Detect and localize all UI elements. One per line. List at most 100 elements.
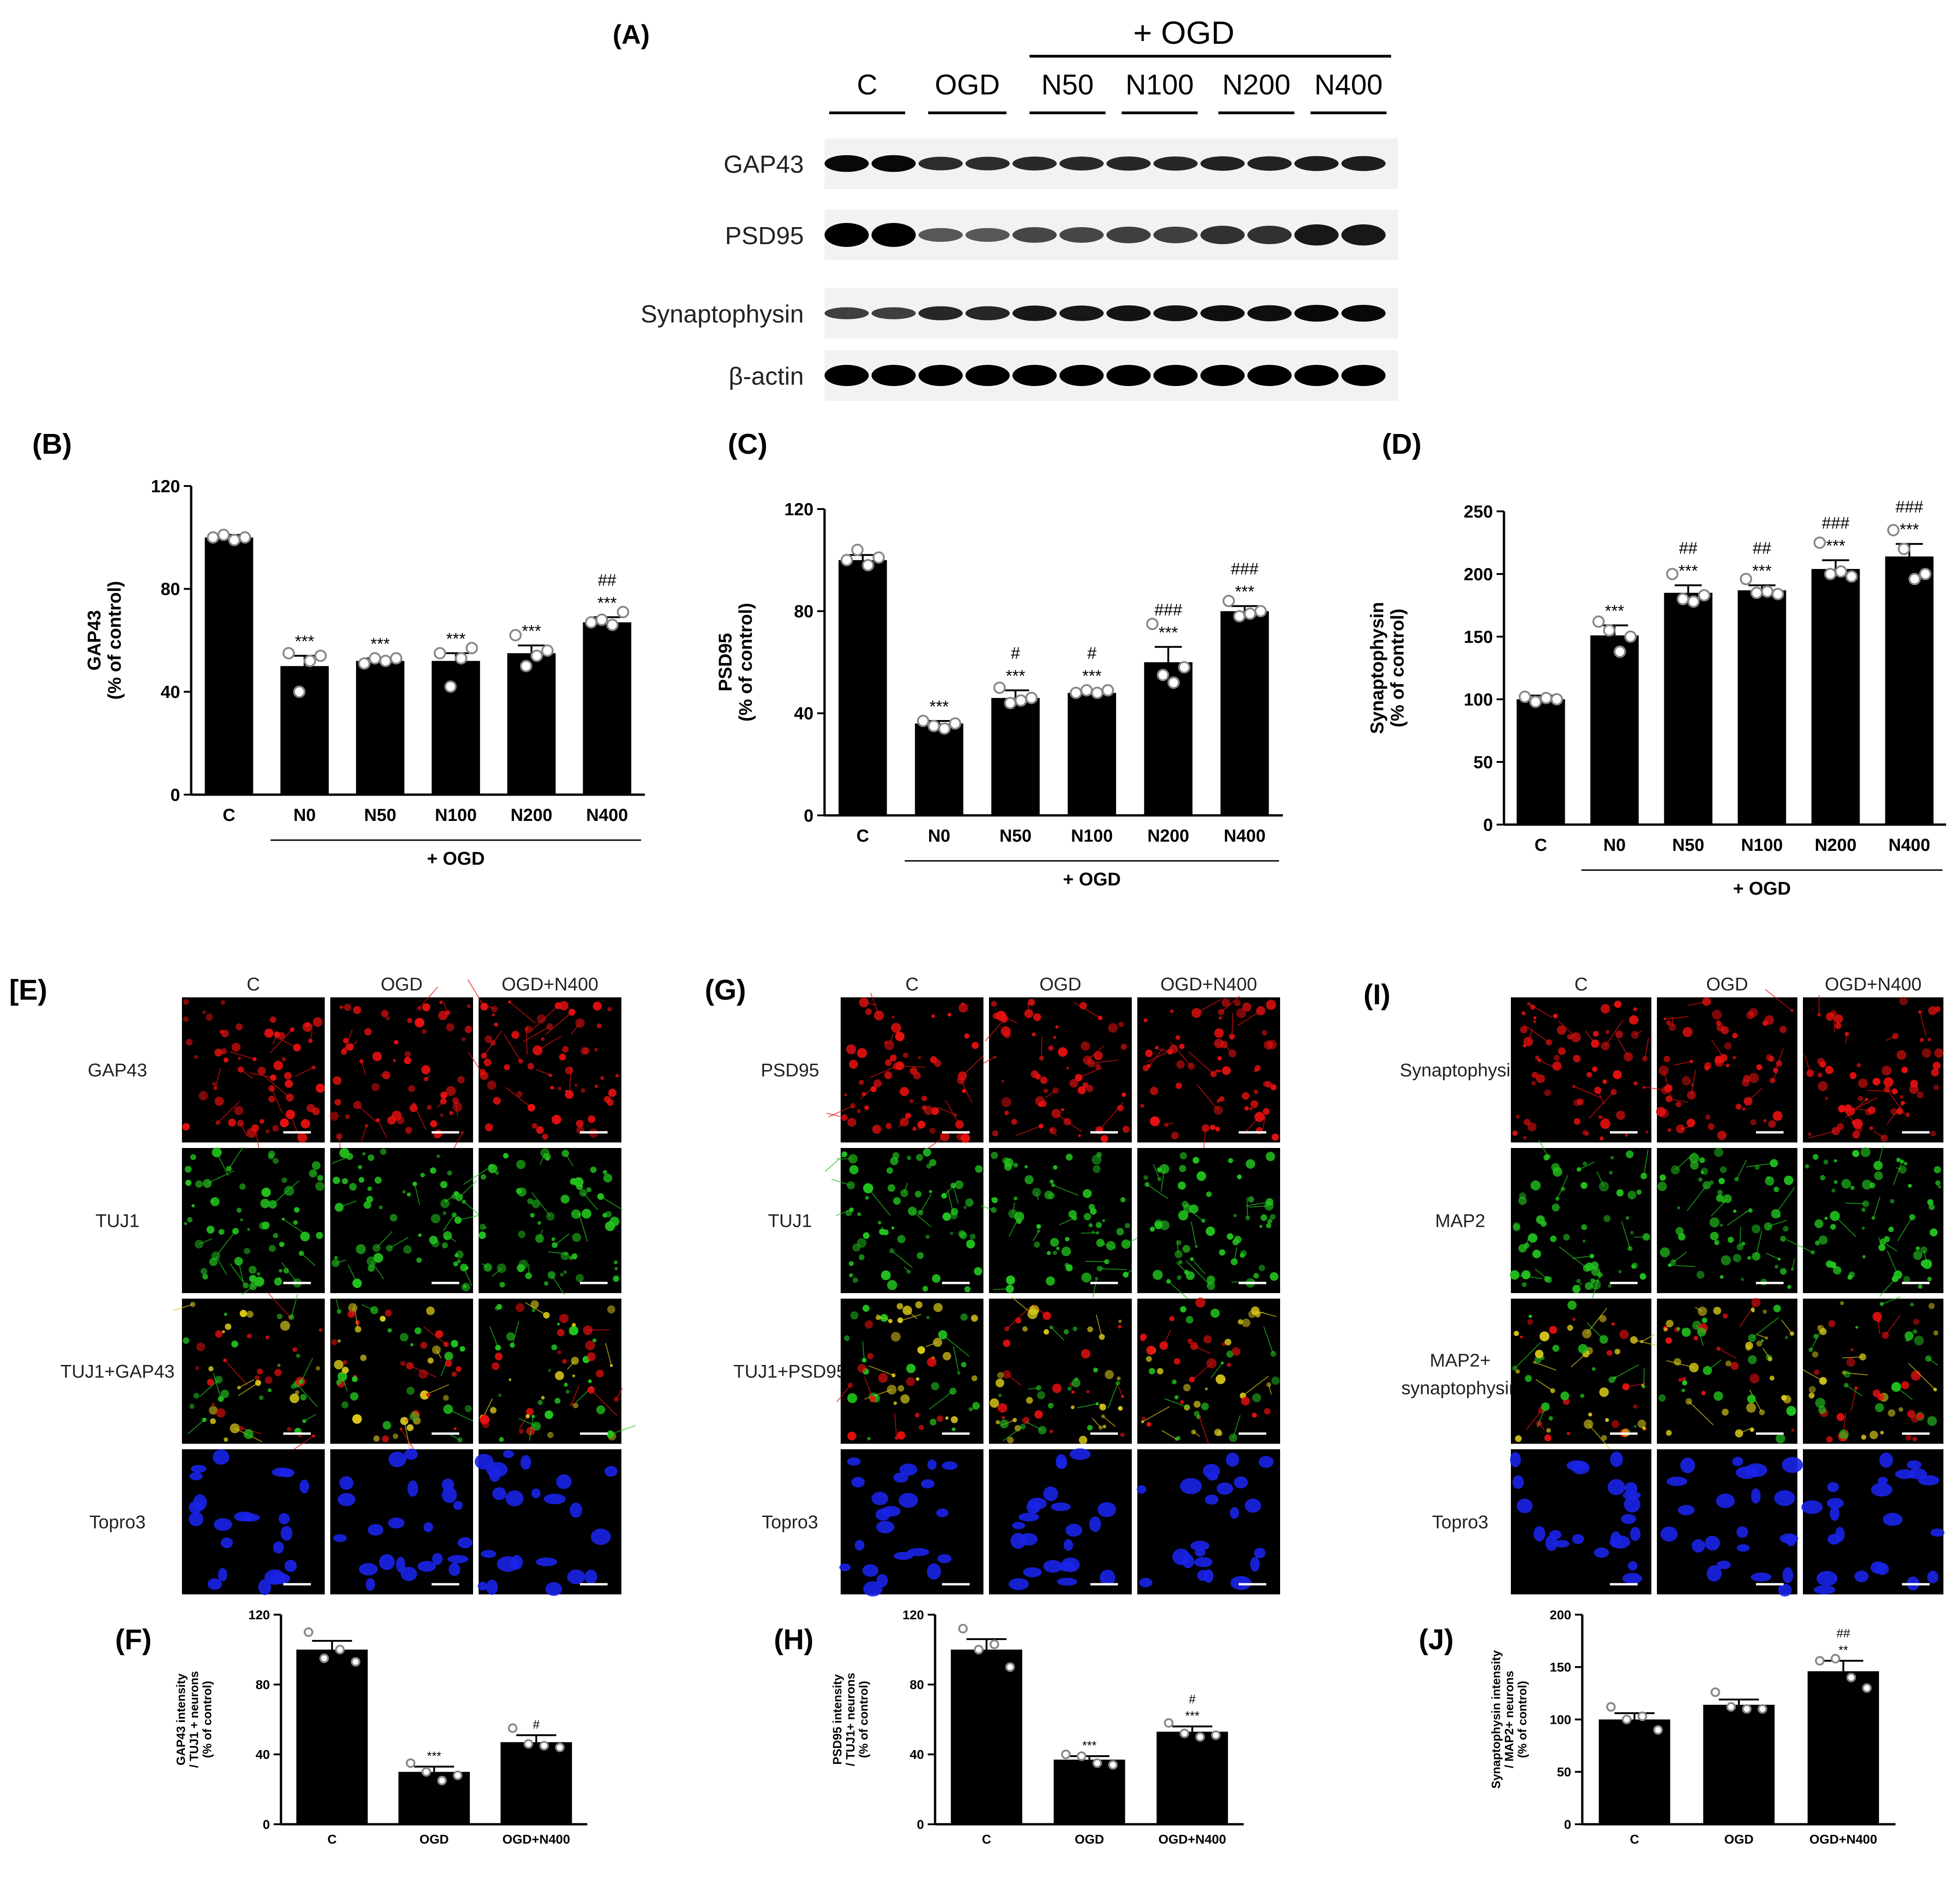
neurite-mark — [1772, 1070, 1779, 1081]
cell-mark — [312, 1161, 321, 1170]
cell-mark — [1927, 1277, 1932, 1282]
cell-mark — [1681, 1388, 1685, 1392]
neurite-mark — [825, 1154, 845, 1172]
significance-label: ## — [1753, 539, 1771, 557]
bar — [1156, 1732, 1228, 1824]
nucleus-mark — [1533, 1526, 1545, 1541]
data-point — [228, 533, 241, 546]
cell-mark — [451, 1371, 457, 1377]
cell-mark — [847, 1118, 856, 1127]
significance-label: *** — [446, 629, 466, 648]
cell-mark — [1217, 1056, 1222, 1061]
cell-mark — [1176, 1082, 1182, 1089]
cell-mark — [931, 1382, 939, 1390]
cell-mark — [525, 1025, 532, 1033]
cell-mark — [456, 1259, 461, 1264]
nucleus-mark — [1624, 1496, 1641, 1513]
cell-mark — [1533, 1020, 1536, 1023]
x-tick-label: C — [856, 826, 869, 846]
data-point — [508, 1723, 518, 1733]
cell-mark — [1915, 1246, 1920, 1251]
cell-mark — [1219, 1096, 1224, 1102]
cell-mark — [461, 1283, 470, 1292]
cell-mark — [257, 1272, 261, 1276]
cell-mark — [1814, 1219, 1824, 1229]
neurite-mark — [1534, 1362, 1556, 1371]
data-point — [335, 1645, 345, 1655]
cell-mark — [603, 1173, 613, 1183]
cell-mark — [614, 1267, 618, 1271]
neurite-mark — [1196, 999, 1221, 1013]
neurite-mark — [1006, 1374, 1022, 1386]
nucleus-mark — [379, 1554, 395, 1570]
cell-mark — [427, 1357, 434, 1364]
cell-mark — [209, 1406, 218, 1415]
neurite-mark — [263, 1075, 290, 1098]
neurite-mark — [300, 1358, 313, 1382]
neurite-mark — [1589, 1091, 1614, 1119]
neurite-mark — [925, 1341, 938, 1347]
neurite-mark — [272, 1180, 300, 1205]
cell-mark — [460, 1346, 465, 1352]
cell-mark — [1222, 1342, 1226, 1346]
cell-mark — [930, 1056, 937, 1064]
cell-mark — [1521, 1282, 1527, 1287]
cell-mark — [1176, 1060, 1185, 1069]
cell-mark — [881, 1270, 891, 1280]
neurite-mark — [1170, 1042, 1192, 1067]
cell-mark — [929, 1190, 932, 1194]
data-point — [304, 655, 316, 668]
cell-mark — [1533, 1016, 1537, 1019]
data-point — [862, 559, 874, 572]
cell-mark — [1267, 1218, 1272, 1224]
micrograph — [479, 997, 621, 1142]
neurite-mark — [1015, 1125, 1041, 1136]
neurite-mark — [1242, 1376, 1269, 1396]
cell-mark — [339, 1005, 343, 1009]
cell-mark — [496, 1304, 503, 1310]
cell-mark — [576, 1119, 584, 1128]
neurite-mark — [347, 1264, 358, 1284]
data-point — [1592, 615, 1605, 628]
nucleus-mark — [1019, 1533, 1038, 1546]
cell-mark — [1928, 1303, 1935, 1309]
nucleus-mark — [1057, 1577, 1077, 1586]
cell-mark — [1024, 1165, 1028, 1169]
cell-mark — [1514, 1330, 1519, 1336]
cell-mark — [265, 1129, 270, 1134]
nucleus-mark — [1691, 1539, 1705, 1553]
cell-mark — [538, 1400, 543, 1405]
cell-mark — [942, 1352, 951, 1361]
cell-mark — [1869, 1430, 1878, 1440]
cell-mark — [1625, 1133, 1628, 1137]
cell-mark — [1053, 1165, 1058, 1170]
nucleus-mark — [1774, 1490, 1795, 1506]
cell-mark — [278, 1277, 281, 1281]
cell-mark — [1241, 1396, 1250, 1406]
nucleus-mark — [876, 1521, 895, 1534]
cell-mark — [1228, 1049, 1237, 1058]
cell-mark — [1262, 1030, 1267, 1036]
x-tick-label: N0 — [1603, 836, 1626, 855]
cell-mark — [933, 1303, 943, 1312]
bar — [915, 723, 964, 815]
cell-mark — [1783, 1395, 1791, 1404]
bar — [838, 560, 887, 815]
data-point — [444, 680, 457, 693]
cell-mark — [1071, 1390, 1075, 1394]
cell-mark — [399, 1333, 409, 1342]
cell-mark — [1552, 1061, 1562, 1071]
y-tick-label: 50 — [1474, 753, 1493, 772]
cell-mark — [1270, 1214, 1276, 1220]
cell-mark — [545, 1156, 550, 1161]
cell-mark — [1014, 1425, 1021, 1432]
cell-mark — [1535, 1350, 1544, 1359]
nucleus-mark — [1826, 1498, 1844, 1509]
cell-mark — [1205, 1387, 1208, 1391]
data-point — [509, 629, 522, 642]
neurite-mark — [1528, 1003, 1553, 1018]
cell-mark — [289, 1393, 299, 1403]
bar — [296, 1649, 368, 1824]
nucleus-mark — [1680, 1458, 1695, 1473]
cell-mark — [422, 1003, 431, 1012]
